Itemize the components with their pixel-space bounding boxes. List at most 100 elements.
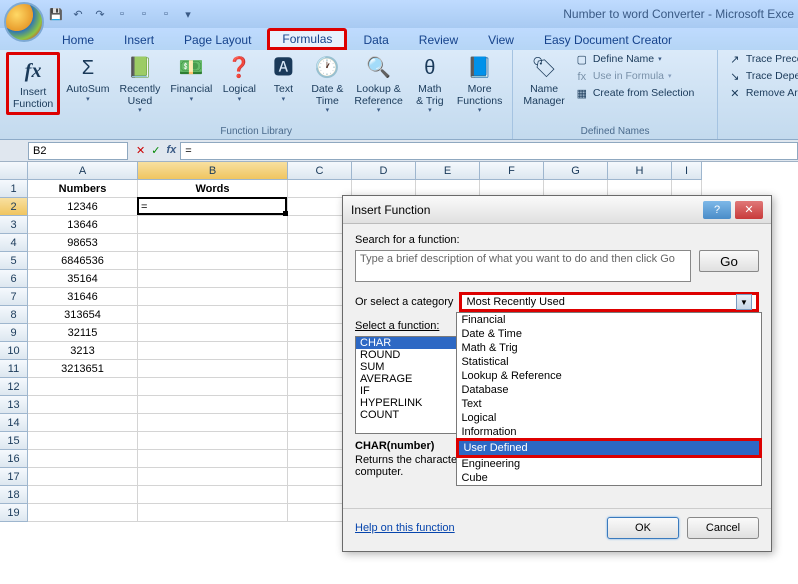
dialog-help-button[interactable]: ? — [703, 201, 731, 219]
remove-arrows-button[interactable]: ✕Remove Ar — [724, 86, 798, 102]
dialog-titlebar[interactable]: Insert Function ? ✕ — [343, 196, 771, 224]
math-button[interactable]: θMath & Trig▾ — [409, 52, 451, 117]
cell-A7[interactable]: 31646 — [28, 288, 138, 306]
tab-formulas[interactable]: Formulas — [267, 28, 347, 50]
search-input[interactable]: Type a brief description of what you wan… — [355, 250, 691, 282]
qat-icon[interactable]: ▫ — [136, 6, 152, 22]
dropdown-item-cube[interactable]: Cube — [457, 471, 761, 485]
row-header-4[interactable]: 4 — [0, 234, 28, 252]
autosum-button[interactable]: ΣAutoSum▾ — [62, 52, 113, 105]
cell-A1[interactable]: Numbers — [28, 180, 138, 198]
cell-A10[interactable]: 3213 — [28, 342, 138, 360]
tab-page-layout[interactable]: Page Layout — [170, 30, 265, 50]
cell-A13[interactable] — [28, 396, 138, 414]
cell-B5[interactable] — [138, 252, 288, 270]
use-in-formula-button[interactable]: fxUse in Formula ▾ — [571, 69, 711, 85]
tab-insert[interactable]: Insert — [110, 30, 168, 50]
cell-B4[interactable] — [138, 234, 288, 252]
row-header-17[interactable]: 17 — [0, 468, 28, 486]
select-all-corner[interactable] — [0, 162, 28, 180]
cell-B13[interactable] — [138, 396, 288, 414]
tab-easy-doc[interactable]: Easy Document Creator — [530, 30, 686, 50]
cell-A11[interactable]: 3213651 — [28, 360, 138, 378]
row-header-6[interactable]: 6 — [0, 270, 28, 288]
cell-B9[interactable] — [138, 324, 288, 342]
cancel-button[interactable]: Cancel — [687, 517, 759, 539]
qat-dropdown-icon[interactable]: ▾ — [180, 6, 196, 22]
row-header-1[interactable]: 1 — [0, 180, 28, 198]
tab-home[interactable]: Home — [48, 30, 108, 50]
row-header-8[interactable]: 8 — [0, 306, 28, 324]
row-header-3[interactable]: 3 — [0, 216, 28, 234]
column-header-B[interactable]: B — [138, 162, 288, 180]
cell-A8[interactable]: 313654 — [28, 306, 138, 324]
row-header-11[interactable]: 11 — [0, 360, 28, 378]
lookup-button[interactable]: 🔍Lookup & Reference▾ — [350, 52, 406, 117]
dropdown-item-lookup-reference[interactable]: Lookup & Reference — [457, 369, 761, 383]
dropdown-item-user-defined[interactable]: User Defined — [456, 438, 762, 458]
cell-B14[interactable] — [138, 414, 288, 432]
cell-A5[interactable]: 6846536 — [28, 252, 138, 270]
dropdown-item-database[interactable]: Database — [457, 383, 761, 397]
dialog-close-button[interactable]: ✕ — [735, 201, 763, 219]
cell-B18[interactable] — [138, 486, 288, 504]
undo-icon[interactable]: ↶ — [70, 6, 86, 22]
cancel-icon[interactable]: ✕ — [136, 144, 145, 157]
accept-icon[interactable]: ✓ — [151, 144, 160, 157]
qat-icon[interactable]: ▫ — [158, 6, 174, 22]
column-header-C[interactable]: C — [288, 162, 352, 180]
dropdown-item-date-time[interactable]: Date & Time — [457, 327, 761, 341]
qat-icon[interactable]: ▫ — [114, 6, 130, 22]
tab-review[interactable]: Review — [405, 30, 472, 50]
cell-A3[interactable]: 13646 — [28, 216, 138, 234]
cell-B19[interactable] — [138, 504, 288, 522]
save-icon[interactable]: 💾 — [48, 6, 64, 22]
cell-B7[interactable] — [138, 288, 288, 306]
dropdown-item-financial[interactable]: Financial — [457, 313, 761, 327]
cell-B8[interactable] — [138, 306, 288, 324]
redo-icon[interactable]: ↷ — [92, 6, 108, 22]
column-header-D[interactable]: D — [352, 162, 416, 180]
insert-function-button[interactable]: fx Insert Function — [6, 52, 60, 115]
cell-A15[interactable] — [28, 432, 138, 450]
trace-precedents-button[interactable]: ↗Trace Prece — [724, 52, 798, 68]
row-header-12[interactable]: 12 — [0, 378, 28, 396]
dropdown-arrow-icon[interactable]: ▼ — [736, 294, 752, 310]
recently-used-button[interactable]: 📗Recently Used▾ — [115, 52, 164, 117]
fx-icon[interactable]: fx — [166, 144, 176, 157]
row-header-19[interactable]: 19 — [0, 504, 28, 522]
go-button[interactable]: Go — [699, 250, 759, 272]
cell-B2[interactable]: = — [138, 198, 288, 216]
row-header-2[interactable]: 2 — [0, 198, 28, 216]
cell-B11[interactable] — [138, 360, 288, 378]
column-header-A[interactable]: A — [28, 162, 138, 180]
cell-B3[interactable] — [138, 216, 288, 234]
cell-A2[interactable]: 12346 — [28, 198, 138, 216]
cell-A19[interactable] — [28, 504, 138, 522]
cell-A16[interactable] — [28, 450, 138, 468]
dropdown-item-information[interactable]: Information — [457, 425, 761, 439]
cell-B16[interactable] — [138, 450, 288, 468]
cell-A17[interactable] — [28, 468, 138, 486]
cell-B17[interactable] — [138, 468, 288, 486]
create-selection-button[interactable]: ▦Create from Selection — [571, 86, 711, 102]
row-header-7[interactable]: 7 — [0, 288, 28, 306]
datetime-button[interactable]: 🕐Date & Time▾ — [306, 52, 348, 117]
dropdown-item-statistical[interactable]: Statistical — [457, 355, 761, 369]
row-header-13[interactable]: 13 — [0, 396, 28, 414]
tab-view[interactable]: View — [474, 30, 528, 50]
category-select[interactable]: Most Recently Used ▼ FinancialDate & Tim… — [459, 292, 759, 312]
row-header-10[interactable]: 10 — [0, 342, 28, 360]
define-name-button[interactable]: ▢Define Name ▾ — [571, 52, 711, 68]
trace-dependents-button[interactable]: ↘Trace Depe — [724, 69, 798, 85]
dropdown-item-math-trig[interactable]: Math & Trig — [457, 341, 761, 355]
column-header-G[interactable]: G — [544, 162, 608, 180]
row-header-9[interactable]: 9 — [0, 324, 28, 342]
dropdown-item-logical[interactable]: Logical — [457, 411, 761, 425]
cell-A12[interactable] — [28, 378, 138, 396]
cell-B6[interactable] — [138, 270, 288, 288]
cell-A14[interactable] — [28, 414, 138, 432]
cell-A4[interactable]: 98653 — [28, 234, 138, 252]
office-button[interactable] — [4, 2, 44, 42]
ok-button[interactable]: OK — [607, 517, 679, 539]
